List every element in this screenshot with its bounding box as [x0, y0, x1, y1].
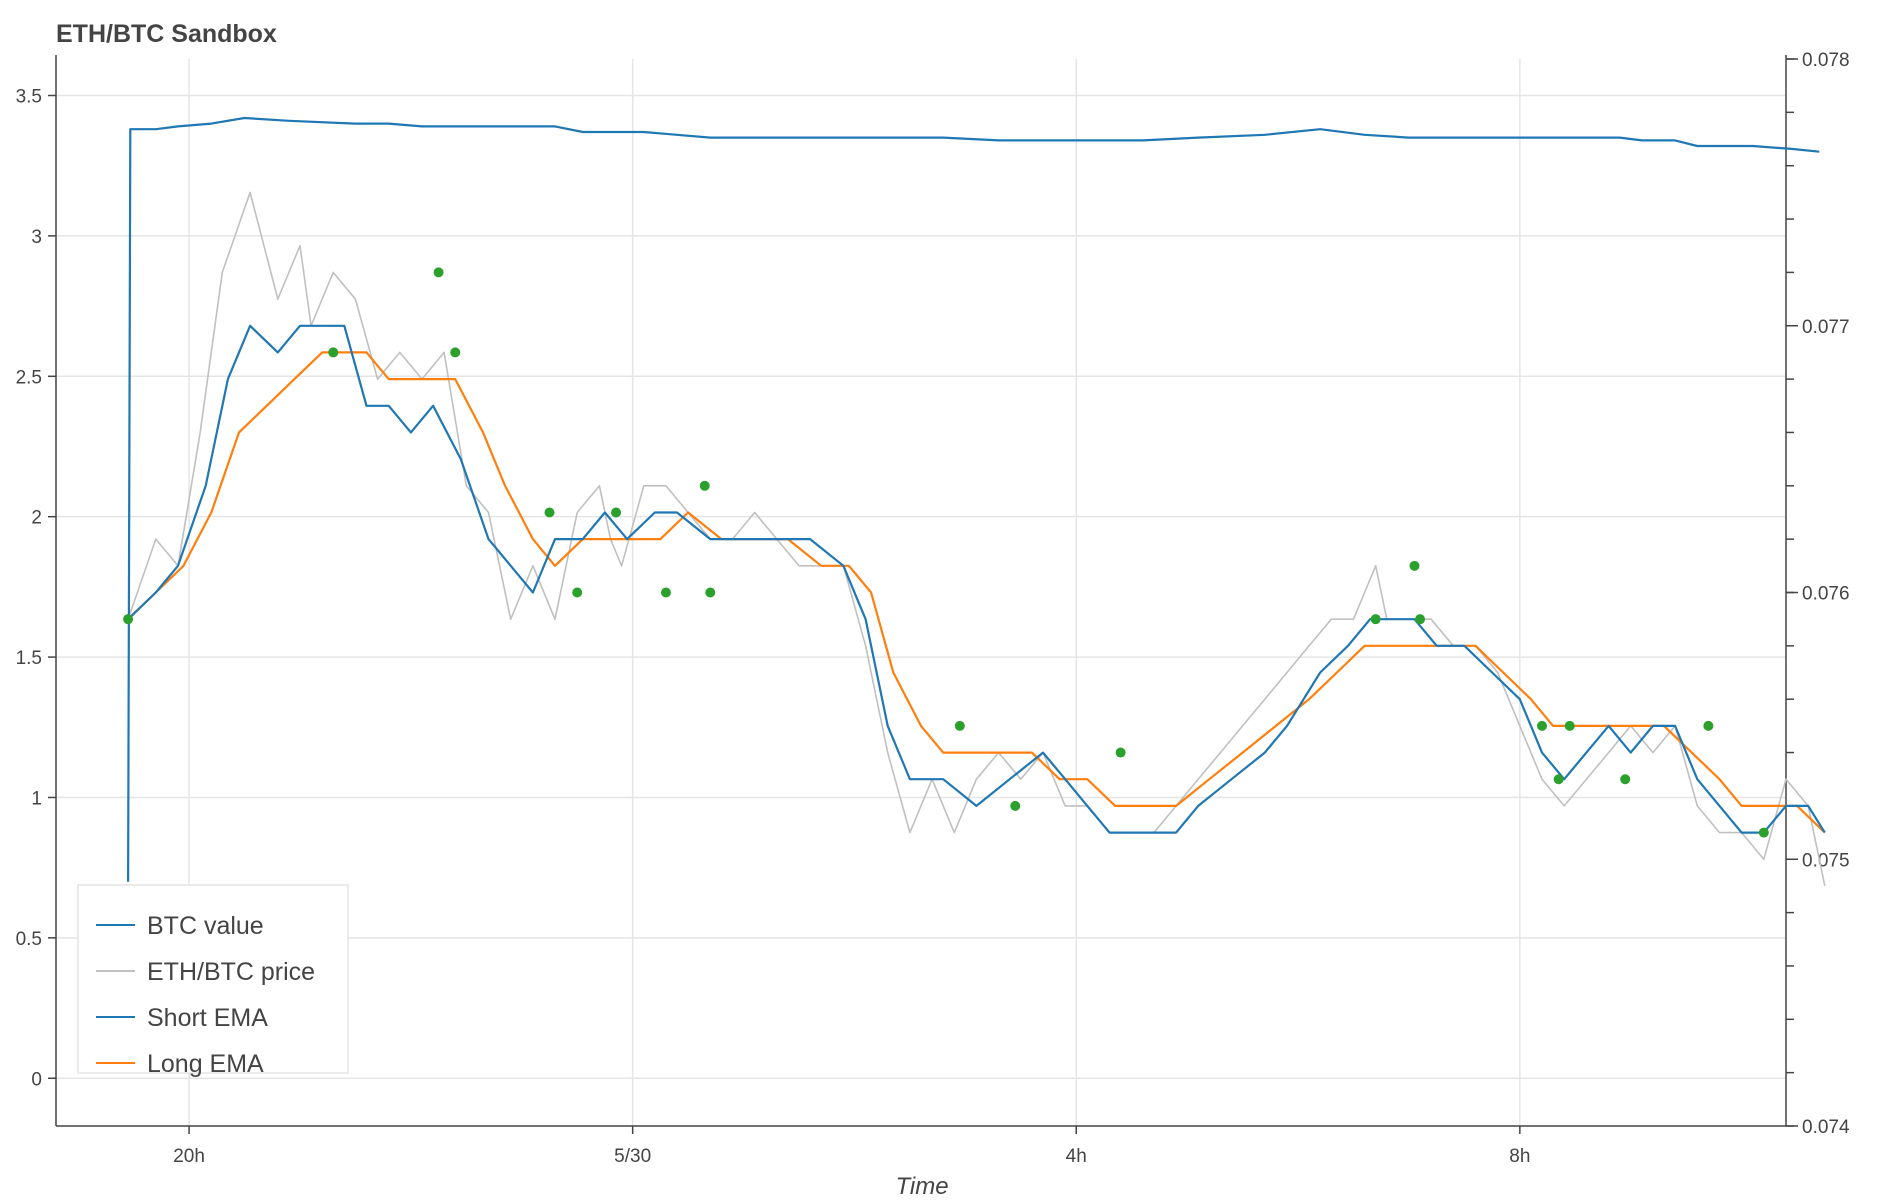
legend-box	[77, 884, 349, 1074]
trade-marker	[544, 507, 555, 518]
y-left-tick-label: 3	[31, 227, 42, 248]
x-tick-label: 4h	[1066, 1146, 1087, 1167]
y-left-tick-label: 0.5	[16, 929, 42, 950]
y-left-tick-label: 3.5	[16, 87, 42, 108]
legend-label: Short EMA	[147, 1004, 268, 1032]
y-left-tick-label: 0	[31, 1069, 42, 1090]
y-right-tick-label: 0.076	[1802, 584, 1850, 605]
y-left-tick-label: 2	[31, 508, 42, 529]
series-line-btc-value	[127, 116, 1820, 882]
x-tick-label: 8h	[1509, 1146, 1530, 1167]
y-left-tick-label: 1.5	[16, 648, 42, 669]
legend-label: ETH/BTC price	[147, 958, 315, 986]
x-axis-title: Time	[895, 1173, 948, 1200]
series-line-eth-btc-price	[127, 191, 1826, 887]
y-left-tick-label: 2.5	[16, 367, 42, 388]
y-right-tick-label: 0.077	[1802, 317, 1850, 338]
legend-label: Long EMA	[147, 1050, 264, 1078]
series-layer	[127, 116, 1826, 887]
trade-marker	[1115, 747, 1126, 758]
trade-marker	[1409, 560, 1420, 571]
y-right-tick-label: 0.078	[1802, 50, 1850, 71]
x-tick-label: 5/30	[614, 1146, 651, 1167]
trade-marker	[1415, 614, 1426, 625]
trade-marker	[954, 720, 965, 731]
y-right-tick-label: 0.075	[1802, 850, 1850, 871]
trade-marker	[1564, 720, 1575, 731]
trade-marker	[699, 480, 710, 491]
trade-marker	[660, 587, 671, 598]
chart-title: ETH/BTC Sandbox	[56, 20, 277, 48]
trade-marker	[1010, 800, 1021, 811]
x-tick-label: 20h	[173, 1146, 205, 1167]
axes-layer: 20h 5/30 4h 8h 0 0.5 1 1.5 2 2.5 3 3.5 0.074 0.075 0.0…	[16, 50, 1850, 1167]
trade-marker	[1370, 614, 1381, 625]
markers-layer	[123, 267, 1769, 838]
trade-marker	[450, 347, 461, 358]
trade-marker	[1620, 774, 1631, 785]
trade-marker	[572, 587, 583, 598]
y-right-tick-label: 0.074	[1802, 1117, 1850, 1138]
trade-marker	[611, 507, 622, 518]
trade-marker	[328, 347, 339, 358]
series-line-short-ema	[127, 324, 1826, 834]
trade-marker	[1758, 827, 1769, 838]
trade-marker	[123, 614, 134, 625]
legend: BTC value ETH/BTC price Short EMA Long EMA	[77, 884, 349, 1078]
trade-marker	[1537, 720, 1548, 731]
trade-marker	[433, 267, 444, 278]
trade-marker	[1553, 774, 1564, 785]
legend-label: BTC value	[147, 912, 264, 940]
y-left-tick-label: 1	[31, 788, 42, 809]
trade-marker	[705, 587, 716, 598]
trade-marker	[1703, 720, 1714, 731]
series-line-long-ema	[127, 351, 1826, 834]
